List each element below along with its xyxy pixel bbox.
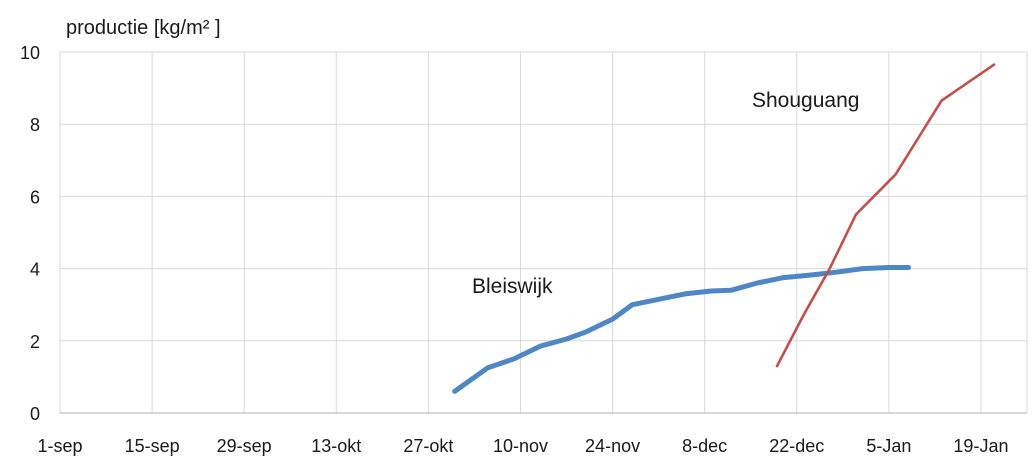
x-tick-label: 1-sep bbox=[37, 436, 82, 456]
y-tick-label: 8 bbox=[30, 115, 40, 135]
x-tick-label: 13-okt bbox=[311, 436, 361, 456]
series-label-bleiswijk: Bleiswijk bbox=[472, 275, 553, 298]
x-tick-labels: 1-sep 15-sep 29-sep 13-okt 27-okt 10-nov 24-no… bbox=[37, 436, 1008, 456]
x-tick-label: 15-sep bbox=[125, 436, 180, 456]
series-lines bbox=[452, 63, 996, 394]
x-tick-label: 22-dec bbox=[769, 436, 824, 456]
series-labels: Bleiswijk Shouguang bbox=[472, 89, 859, 298]
x-tick-label: 27-okt bbox=[403, 436, 453, 456]
series-label-shouguang: Shouguang bbox=[752, 89, 859, 112]
series-line-shouguang bbox=[775, 63, 996, 368]
y-tick-label: 0 bbox=[30, 404, 40, 424]
x-tick-label: 5-Jan bbox=[866, 436, 911, 456]
series-line-bleiswijk bbox=[452, 265, 912, 394]
y-tick-label: 6 bbox=[30, 187, 40, 207]
y-axis-label: productie [kg/m² ] bbox=[66, 17, 221, 39]
x-tick-label: 8-dec bbox=[682, 436, 727, 456]
y-tick-label: 2 bbox=[30, 332, 40, 352]
x-tick-label: 10-nov bbox=[493, 436, 548, 456]
x-tick-label: 24-nov bbox=[585, 436, 640, 456]
y-tick-label: 4 bbox=[30, 260, 40, 280]
x-tick-label: 29-sep bbox=[217, 436, 272, 456]
grid-lines bbox=[59, 51, 1028, 413]
x-tick-label: 19-Jan bbox=[953, 436, 1008, 456]
y-tick-label: 10 bbox=[20, 43, 40, 63]
y-tick-labels: 0 2 4 6 8 10 bbox=[20, 43, 40, 424]
